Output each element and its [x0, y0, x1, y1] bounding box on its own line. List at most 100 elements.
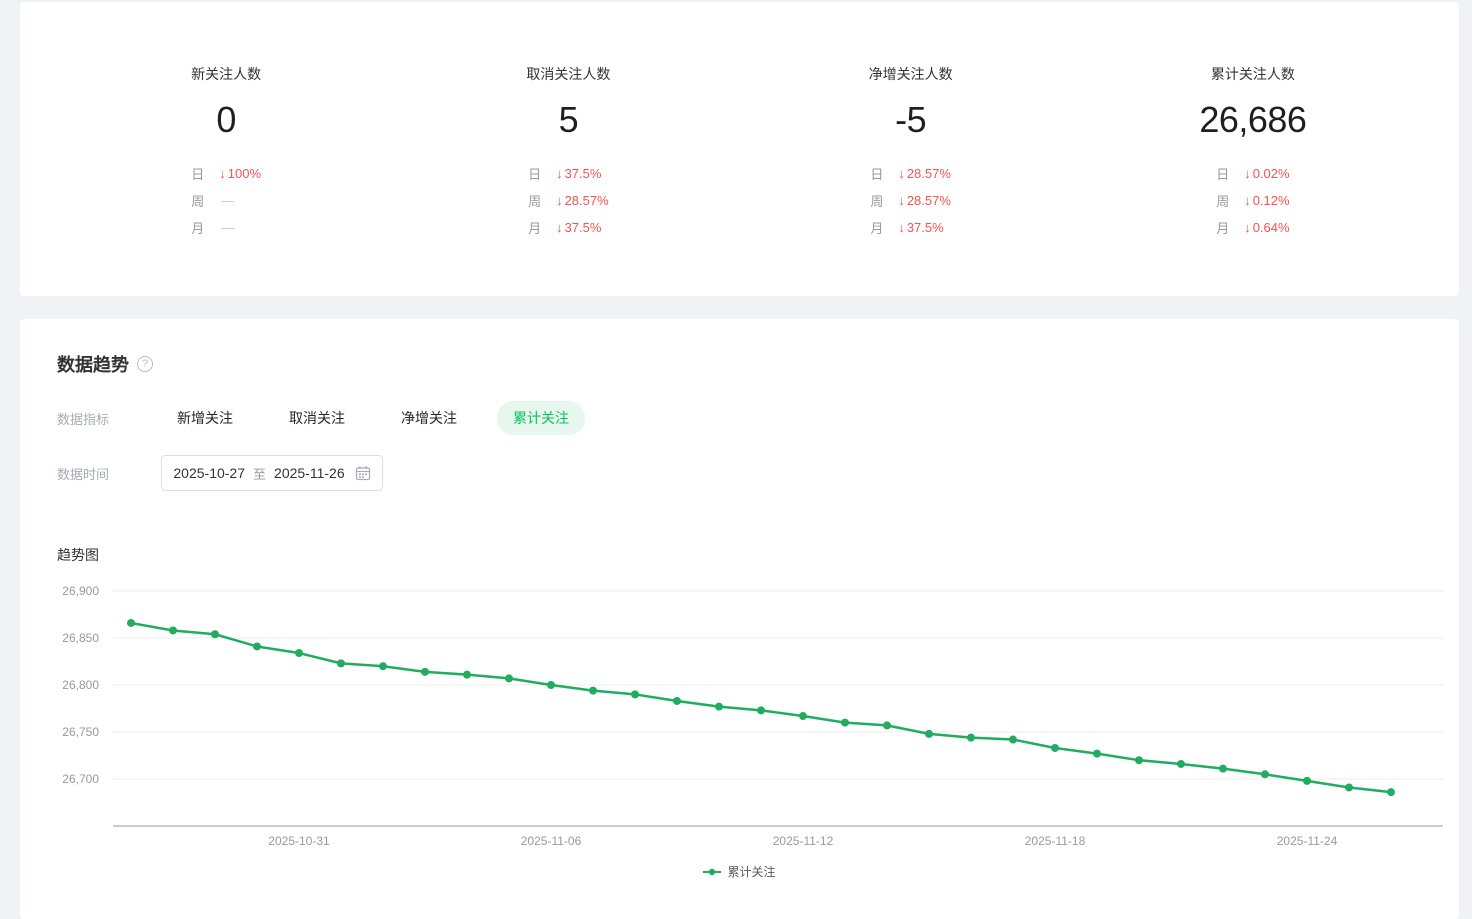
chart-legend[interactable]: 累计关注	[20, 863, 1459, 880]
end-date[interactable]: 2025-11-26	[274, 465, 345, 481]
down-arrow-icon: ↓	[1244, 193, 1251, 208]
stat-title: 新关注人数	[191, 66, 262, 82]
help-icon[interactable]: ?	[137, 356, 153, 372]
trend-change-value: 100%	[227, 166, 261, 181]
trend-change-value: 0.12%	[1252, 193, 1290, 208]
trend-change: —	[219, 220, 234, 235]
data-point	[211, 630, 219, 639]
trend-row-day: 日 ↓ 0.02%	[1216, 160, 1289, 187]
down-arrow-icon: ↓	[898, 166, 905, 181]
trend-chart: 26,700 26,750 26,800 26,850 26,900 2025-10-31…	[53, 575, 1445, 860]
data-point	[127, 618, 135, 627]
data-point	[589, 686, 597, 695]
trend-period-label: 日	[191, 167, 205, 182]
stat-title: 净增关注人数	[868, 66, 953, 82]
data-point	[295, 649, 303, 658]
trend-change-value: 28.57%	[564, 193, 609, 208]
trend-change: ↓ 37.5%	[556, 166, 601, 181]
trend-row-month: 月 ↓ 0.64%	[1216, 214, 1289, 241]
trend-row-week: 周 ↓ 0.12%	[1216, 187, 1289, 214]
data-point	[253, 642, 261, 651]
data-point	[967, 733, 975, 742]
down-arrow-icon: ↓	[556, 220, 563, 235]
data-point	[1261, 770, 1269, 779]
x-axis-tick-label: 2025-10-31	[268, 834, 330, 848]
trend-chart-svg: 26,700 26,750 26,800 26,850 26,900 2025-10-31…	[62, 584, 1443, 848]
section-title: 数据趋势	[57, 355, 129, 375]
data-point	[1051, 743, 1059, 752]
stat-value: 26,686	[1199, 99, 1307, 140]
trend-change-value: 0.64%	[1252, 220, 1290, 235]
legend-line-dot-icon	[703, 868, 722, 875]
tab-unfollow[interactable]: 取消关注	[289, 410, 345, 426]
date-filter-row: 数据时间 2025-10-27 至 2025-11-26	[57, 455, 383, 491]
start-date[interactable]: 2025-10-27	[173, 465, 246, 481]
stat-card-total-followers: 累计关注人数 26,686 日 ↓ 0.02% 周 ↓ 0.12% 月 ↓	[1082, 64, 1424, 296]
tab-new-follow[interactable]: 新增关注	[177, 410, 233, 426]
metric-tabs-row: 数据指标 新增关注 取消关注 净增关注 累计关注	[57, 401, 585, 435]
x-axis-tick-label: 2025-11-06	[521, 834, 582, 848]
trend-period-label: 周	[870, 194, 884, 209]
trend-period-label: 周	[1216, 194, 1230, 209]
trend-change: ↓ 28.57%	[898, 193, 951, 208]
data-trend-panel: 数据趋势 ? 数据指标 新增关注 取消关注 净增关注 累计关注 数据时间 202…	[20, 319, 1459, 919]
down-arrow-icon: ↓	[219, 166, 226, 181]
stat-card-net-increase: 净增关注人数 -5 日 ↓ 28.57% 周 ↓ 28.57% 月 ↓	[740, 64, 1082, 296]
trend-change-value: 28.57%	[906, 166, 951, 181]
data-point	[1009, 735, 1017, 744]
trend-change: ↓ 37.5%	[556, 220, 601, 235]
trend-period-label: 日	[528, 167, 542, 182]
trend-period-label: 月	[528, 221, 542, 236]
trend-change-value: 28.57%	[906, 193, 951, 208]
trend-change: ↓ 28.57%	[556, 193, 609, 208]
stat-card-new-followers: 新关注人数 0 日 ↓ 100% 周 — 月 —	[55, 64, 397, 296]
trend-change: —	[219, 193, 234, 208]
stat-card-unfollowers: 取消关注人数 5 日 ↓ 37.5% 周 ↓ 28.57% 月 ↓	[397, 64, 739, 296]
y-axis-tick-label: 26,800	[62, 678, 99, 692]
data-point	[841, 718, 849, 727]
data-point	[1177, 759, 1185, 768]
stat-title: 取消关注人数	[526, 66, 611, 82]
section-title-row: 数据趋势 ?	[57, 351, 153, 377]
calendar-icon[interactable]	[355, 465, 371, 481]
time-label: 数据时间	[57, 466, 110, 482]
trend-period-label: 月	[1216, 221, 1230, 236]
stat-trend-table: 日 ↓ 100% 周 — 月 —	[191, 160, 261, 241]
trend-period-label: 周	[191, 194, 205, 209]
trend-change-value: —	[221, 193, 235, 208]
data-point	[1387, 788, 1395, 797]
stat-value: -5	[895, 99, 927, 140]
trend-period-label: 月	[191, 221, 205, 236]
data-point	[169, 626, 177, 635]
trend-row-week: 周 —	[191, 187, 261, 214]
down-arrow-icon: ↓	[1244, 220, 1251, 235]
tab-net-increase[interactable]: 净增关注	[401, 410, 457, 426]
data-point	[421, 667, 429, 676]
trend-row-week: 周 ↓ 28.57%	[870, 187, 951, 214]
trend-row-week: 周 ↓ 28.57%	[528, 187, 609, 214]
trend-period-label: 日	[870, 167, 884, 182]
trend-period-label: 周	[528, 194, 542, 209]
data-point	[631, 690, 639, 699]
data-point	[547, 681, 555, 689]
trend-period-label: 日	[1216, 167, 1230, 182]
data-point	[715, 702, 723, 711]
down-arrow-icon: ↓	[898, 220, 905, 235]
trend-row-day: 日 ↓ 28.57%	[870, 160, 951, 187]
trend-row-month: 月 —	[191, 214, 261, 241]
data-point	[1219, 764, 1227, 773]
legend-label: 累计关注	[727, 865, 776, 879]
trend-change-value: 0.02%	[1252, 166, 1290, 181]
down-arrow-icon: ↓	[556, 166, 563, 181]
trend-period-label: 月	[870, 221, 884, 236]
metric-label: 数据指标	[57, 411, 110, 427]
y-axis-tick-label: 26,700	[62, 772, 99, 786]
stat-trend-table: 日 ↓ 28.57% 周 ↓ 28.57% 月 ↓ 37.5%	[870, 160, 951, 241]
date-range-picker[interactable]: 2025-10-27 至 2025-11-26	[161, 455, 383, 491]
trend-row-day: 日 ↓ 37.5%	[528, 160, 609, 187]
data-point	[337, 659, 345, 668]
x-axis-tick-label: 2025-11-24	[1277, 834, 1338, 848]
trend-change-value: 37.5%	[564, 220, 602, 235]
stat-value: 0	[216, 99, 236, 140]
tab-cumulative[interactable]: 累计关注	[497, 401, 585, 435]
